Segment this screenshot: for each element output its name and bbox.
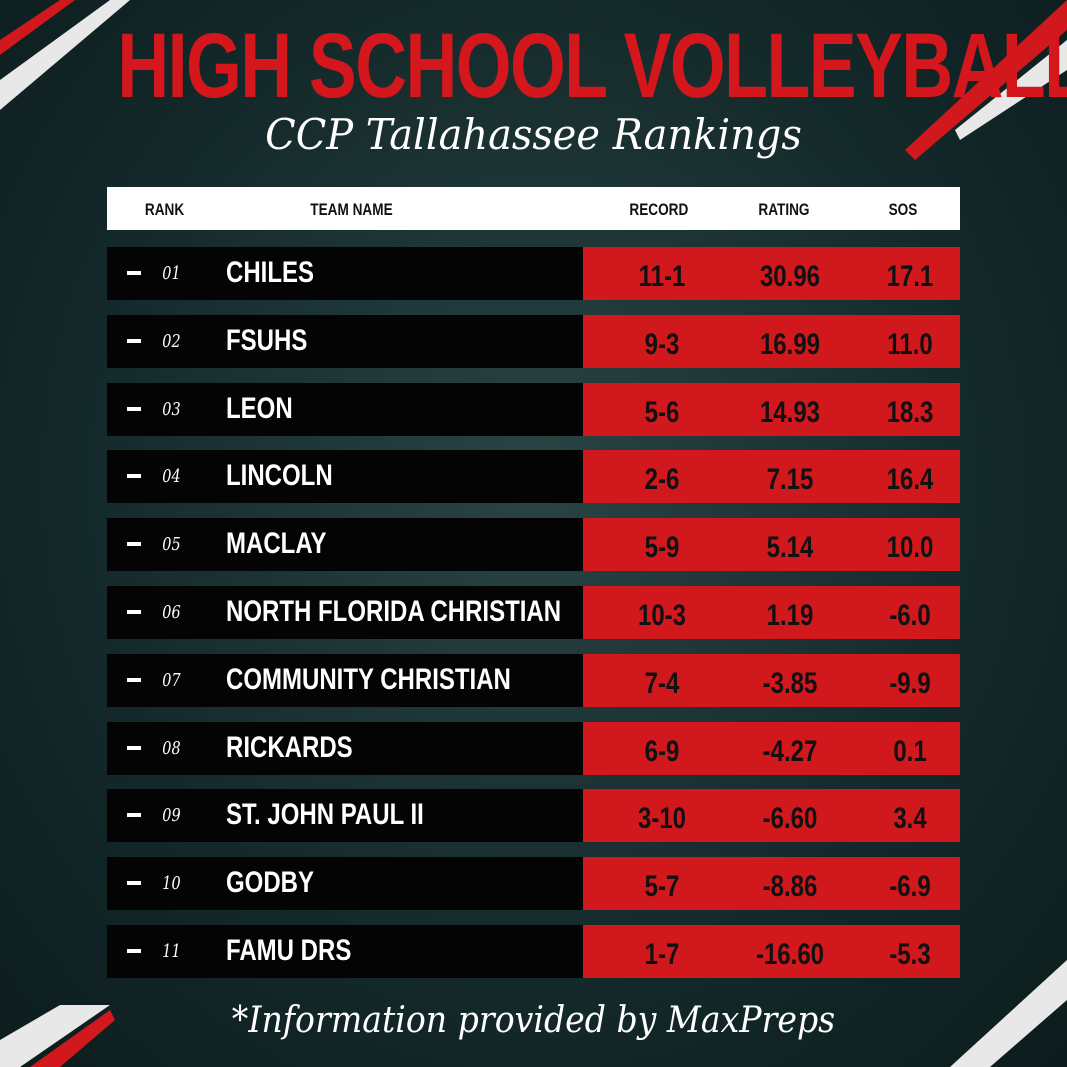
row-bg bbox=[107, 450, 584, 504]
dash bbox=[127, 406, 141, 411]
rank: 03 bbox=[162, 398, 181, 420]
row-highlight bbox=[583, 314, 960, 368]
rank: 02 bbox=[162, 330, 181, 352]
stat: 10.0 bbox=[886, 531, 934, 565]
row-bg bbox=[107, 721, 584, 775]
rank: 09 bbox=[162, 805, 181, 827]
rank: 04 bbox=[162, 466, 181, 488]
row-highlight bbox=[583, 518, 960, 572]
dash bbox=[127, 745, 141, 750]
stat: -6.0 bbox=[889, 599, 931, 632]
stat: 16.99 bbox=[759, 327, 821, 361]
column-header: RECORD bbox=[629, 200, 689, 219]
row-highlight bbox=[583, 450, 960, 504]
stat: 3-10 bbox=[637, 802, 687, 836]
row-highlight bbox=[583, 789, 960, 843]
row-bg bbox=[107, 653, 584, 707]
title: HIGH SCHOOL VOLLEYBALL bbox=[117, 15, 1067, 117]
column-header: RATING bbox=[758, 200, 810, 219]
stat: 7.15 bbox=[766, 463, 814, 497]
team-name: FAMU DRS bbox=[226, 934, 352, 967]
stat: -6.9 bbox=[889, 870, 931, 904]
row-highlight bbox=[583, 247, 960, 300]
team-name: GODBY bbox=[226, 866, 315, 900]
row-highlight bbox=[583, 382, 960, 436]
dash bbox=[127, 813, 141, 818]
team-name: ST. JOHN PAUL II bbox=[226, 798, 424, 832]
team-name: FSUHS bbox=[226, 323, 308, 357]
stat: 18.3 bbox=[886, 395, 934, 429]
stat: -16.60 bbox=[755, 938, 825, 971]
row-highlight bbox=[583, 857, 960, 911]
team-name: LINCOLN bbox=[226, 459, 333, 493]
rank: 01 bbox=[162, 263, 181, 284]
row-highlight bbox=[583, 586, 960, 639]
dash bbox=[127, 271, 141, 275]
stat: 30.96 bbox=[759, 260, 821, 293]
team-name: LEON bbox=[226, 391, 293, 425]
stat: 11-1 bbox=[638, 260, 686, 293]
row-bg bbox=[107, 314, 584, 368]
stat: -9.9 bbox=[889, 666, 931, 700]
stat: 6-9 bbox=[644, 734, 680, 768]
column-header: TEAM NAME bbox=[310, 200, 393, 219]
team-name: CHILES bbox=[226, 256, 315, 289]
stat: 0.1 bbox=[893, 734, 927, 768]
stat: 16.4 bbox=[886, 463, 934, 497]
row-bg bbox=[107, 382, 584, 436]
row-bg bbox=[107, 586, 584, 639]
team-name: NORTH FLORIDA CHRISTIAN bbox=[226, 595, 562, 628]
stat: 1.19 bbox=[766, 599, 814, 632]
stat: -4.27 bbox=[762, 734, 818, 768]
stat: 1-7 bbox=[644, 938, 680, 971]
row-bg bbox=[107, 857, 584, 911]
stat: -5.3 bbox=[889, 938, 931, 971]
dash bbox=[127, 610, 141, 614]
rank: 07 bbox=[162, 669, 181, 691]
dash bbox=[127, 677, 141, 682]
team-name: MACLAY bbox=[226, 527, 327, 561]
team-name: COMMUNITY CHRISTIAN bbox=[226, 662, 511, 696]
subtitle: CCP Tallahassee Rankings bbox=[265, 110, 802, 159]
rank: 11 bbox=[162, 941, 181, 962]
dash bbox=[127, 949, 141, 953]
stat: 3.4 bbox=[893, 802, 927, 836]
row-bg bbox=[107, 789, 584, 843]
row-bg bbox=[107, 925, 584, 978]
column-header: RANK bbox=[144, 200, 185, 219]
stat: -6.60 bbox=[762, 802, 818, 836]
row-bg bbox=[107, 247, 584, 300]
dash bbox=[127, 338, 141, 343]
team-name: RICKARDS bbox=[226, 730, 353, 764]
rank: 06 bbox=[162, 602, 181, 623]
row-highlight bbox=[583, 721, 960, 775]
stat: 7-4 bbox=[644, 666, 680, 700]
stat: 9-3 bbox=[644, 327, 680, 361]
stat: 2-6 bbox=[644, 463, 680, 497]
stat: 14.93 bbox=[759, 395, 821, 429]
dash bbox=[127, 474, 141, 479]
stat: 10-3 bbox=[637, 599, 687, 632]
dash bbox=[127, 881, 141, 886]
row-highlight bbox=[583, 653, 960, 707]
row-bg bbox=[107, 518, 584, 572]
stat: 11.0 bbox=[887, 327, 933, 361]
rank: 08 bbox=[162, 737, 181, 759]
rank: 10 bbox=[162, 873, 181, 895]
stat: 5-9 bbox=[644, 531, 680, 565]
footer: *Information provided by MaxPreps bbox=[231, 1000, 836, 1041]
rank: 05 bbox=[162, 534, 181, 556]
stat: -3.85 bbox=[762, 666, 818, 700]
column-header: SOS bbox=[888, 200, 918, 219]
stat: 5-7 bbox=[644, 870, 680, 904]
stat: 17.1 bbox=[886, 260, 934, 293]
row-highlight bbox=[583, 925, 960, 978]
stat: -8.86 bbox=[762, 870, 818, 904]
stat: 5.14 bbox=[766, 531, 814, 565]
dash bbox=[127, 542, 141, 547]
stat: 5-6 bbox=[644, 395, 680, 429]
header-bar bbox=[107, 187, 960, 230]
